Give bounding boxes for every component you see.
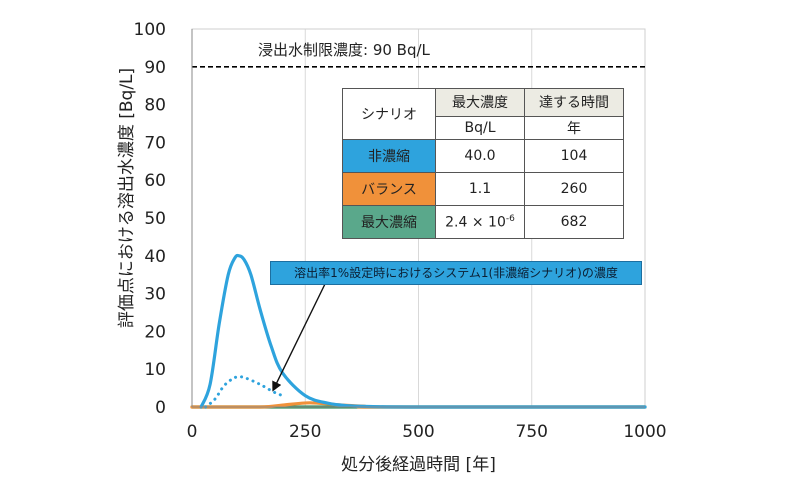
header-time: 達する時間	[524, 88, 624, 117]
callout-arrow	[272, 283, 326, 392]
table-header-row: シナリオ 最大濃度 達する時間	[342, 88, 624, 140]
annotation-callout: 溶出率1%設定時におけるシステム1(非濃縮シナリオ)の濃度	[270, 261, 642, 285]
y-tick-label: 20	[144, 322, 166, 342]
scenario-cell: 最大濃縮	[342, 205, 436, 239]
x-axis-title: 処分後経過時間 [年]	[341, 455, 496, 475]
header-scenario: シナリオ	[342, 88, 436, 140]
table-row: 最大濃縮 2.4 × 10-6 682	[342, 205, 624, 239]
y-tick-label: 70	[144, 133, 166, 153]
table-row: バランス 1.1 260	[342, 172, 624, 206]
table-units-row: Bq/L 年	[343, 115, 624, 141]
y-tick-label: 60	[144, 171, 166, 191]
unit-max-concentration: Bq/L	[435, 115, 525, 141]
x-tick-label: 0	[187, 422, 198, 442]
x-tick-label: 1000	[623, 422, 666, 442]
time-cell: 682	[524, 205, 624, 239]
max-concentration-exponent: -6	[505, 213, 515, 224]
y-tick-label: 30	[144, 285, 166, 305]
y-tick-label: 90	[144, 58, 166, 78]
y-tick-label: 100	[134, 20, 166, 40]
header-max-concentration: 最大濃度	[435, 88, 525, 117]
x-tick-label: 500	[402, 422, 434, 442]
x-tick-label: 750	[516, 422, 548, 442]
max-concentration-cell: 40.0	[435, 139, 525, 173]
scenario-cell: 非濃縮	[342, 139, 436, 173]
y-tick-label: 10	[144, 360, 166, 380]
max-concentration-cell: 2.4 × 10-6	[435, 205, 525, 239]
summary-table: シナリオ 最大濃度 達する時間 Bq/L 年 非濃縮 40.0 104 バランス…	[342, 88, 624, 239]
max-concentration-base: 2.4 × 10	[445, 214, 506, 231]
table-row: 非濃縮 40.0 104	[342, 139, 624, 173]
y-tick-label: 0	[155, 398, 166, 418]
callout-arrow-line	[272, 283, 326, 392]
unit-time: 年	[524, 115, 624, 141]
y-tick-label: 40	[144, 247, 166, 267]
time-cell: 104	[524, 139, 624, 173]
limit-line-label: 浸出水制限濃度: 90 Bq/L	[258, 41, 431, 59]
scenario-cell: バランス	[342, 172, 436, 206]
time-cell: 260	[524, 172, 624, 206]
series-line	[204, 375, 285, 409]
y-tick-label: 80	[144, 96, 166, 116]
tick-labels: 0 250 500 750 1000 0 10 20 30 40 50 60 70 80 90 100	[134, 20, 667, 442]
max-concentration-cell: 1.1	[435, 172, 525, 206]
y-tick-label: 50	[144, 209, 166, 229]
x-tick-label: 250	[289, 422, 321, 442]
y-axis-title: 評価点における溶出水濃度 [Bq/L]	[117, 68, 137, 328]
